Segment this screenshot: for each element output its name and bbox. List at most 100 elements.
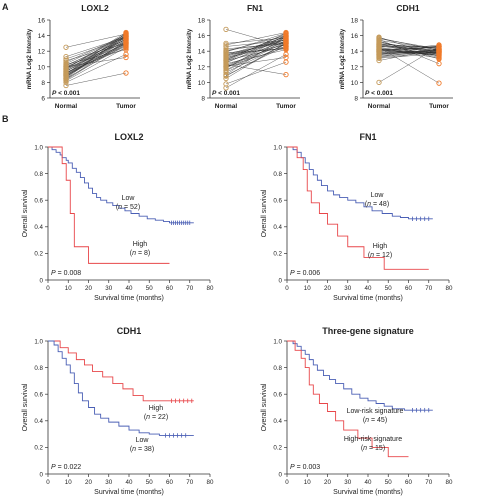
x-category-tumor: Tumor <box>276 103 296 110</box>
point-normal <box>223 47 229 54</box>
y-axis-label: mRNA Log2 Intensity <box>27 28 33 89</box>
pair-line <box>65 43 127 61</box>
x-tick-label: 80 <box>207 479 214 486</box>
y-axis-label: Overall survival <box>261 383 268 431</box>
y-axis-label: mRNA Log2 Intensity <box>340 28 346 89</box>
y-tick-label: 10 <box>198 80 206 87</box>
x-tick-label: 20 <box>85 285 92 292</box>
pair-line <box>65 42 127 81</box>
point-tumor <box>123 32 129 38</box>
pair-line <box>225 64 287 75</box>
p-value: P < 0.001 <box>365 90 393 97</box>
p-value: P < 0.001 <box>52 90 80 97</box>
series-n-label: (n = 38) <box>130 446 154 453</box>
point-normal <box>223 42 229 48</box>
pair-line <box>65 32 127 70</box>
point-tumor <box>436 80 442 86</box>
x-tick-label: 10 <box>65 285 72 292</box>
point-tumor <box>123 41 129 47</box>
point-normal <box>376 38 382 44</box>
y-tick-label: 12 <box>198 64 206 71</box>
pair-line <box>225 42 287 54</box>
x-tick-label: 40 <box>365 285 372 292</box>
y-tick-label: 14 <box>38 33 46 40</box>
dot-plot-title: LOXL2 <box>81 3 109 13</box>
x-tick-label: 0 <box>46 285 50 292</box>
x-tick-label: 50 <box>385 285 392 292</box>
y-tick-label: 1.0 <box>273 338 282 345</box>
point-normal <box>376 49 382 55</box>
y-tick-label: 0.2 <box>34 251 43 258</box>
y-axis-label: Overall survival <box>261 189 268 237</box>
x-tick-label: 80 <box>446 479 453 486</box>
pair-line <box>225 32 287 46</box>
km-plot-title: CDH1 <box>117 326 142 336</box>
pair-line <box>65 33 127 75</box>
p-value: P < 0.001 <box>212 90 240 97</box>
pair-line <box>378 40 440 50</box>
x-tick-label: 10 <box>304 285 311 292</box>
pair-line <box>65 45 127 71</box>
y-axis-label: mRNA Log2 Intensity <box>187 28 193 89</box>
series-label: Low <box>371 192 385 199</box>
x-tick-label: 30 <box>344 285 351 292</box>
point-tumor <box>283 32 289 39</box>
point-normal <box>63 64 69 70</box>
y-tick-label: 0.4 <box>34 224 43 231</box>
point-normal <box>223 57 229 64</box>
pair-line <box>225 38 287 57</box>
x-tick-label: 0 <box>285 479 289 486</box>
x-category-tumor: Tumor <box>429 103 449 110</box>
pair-line <box>225 47 287 68</box>
pair-line <box>378 46 440 50</box>
p-value: P = 0.022 <box>51 464 81 471</box>
series-n-label: (n = 48) <box>365 201 389 208</box>
x-category-normal: Normal <box>215 103 238 110</box>
point-normal <box>63 44 69 50</box>
point-normal <box>223 75 229 82</box>
x-tick-label: 20 <box>324 479 331 486</box>
y-tick-label: 1.0 <box>273 144 282 151</box>
panel-label-b: B <box>2 114 9 124</box>
y-tick-label: 8 <box>354 96 358 103</box>
pair-line <box>378 36 440 57</box>
x-tick-label: 20 <box>324 285 331 292</box>
point-normal <box>63 79 69 86</box>
x-tick-label: 80 <box>446 285 453 292</box>
point-normal <box>376 36 382 43</box>
pair-line <box>65 43 127 69</box>
y-tick-label: 8 <box>41 80 45 87</box>
km-plot-three-gene-signature: Three-gene signature 0 0.2 0.4 0.6 0.8 1.0 0 10 2… <box>261 326 453 496</box>
series-label: Low-risk signature <box>347 408 404 415</box>
pair-line <box>378 37 440 51</box>
series-n-label: (n = 12) <box>368 252 392 259</box>
x-tick-label: 20 <box>85 479 92 486</box>
series-label: High-risk signature <box>344 436 402 443</box>
x-tick-label: 0 <box>46 479 50 486</box>
point-tumor <box>123 30 129 36</box>
x-tick-label: 70 <box>186 479 193 486</box>
y-axis-label: Overall survival <box>22 189 29 237</box>
x-tick-label: 50 <box>146 285 153 292</box>
point-normal <box>223 72 229 79</box>
x-tick-label: 70 <box>186 285 193 292</box>
point-tumor <box>283 51 289 57</box>
pair-line <box>225 41 287 51</box>
x-tick-label: 60 <box>405 479 412 486</box>
series-n-label: (n = 15) <box>361 445 385 452</box>
x-axis-label: Survival time (months) <box>333 489 403 496</box>
panel-label-a: A <box>2 2 9 12</box>
pair-line <box>225 36 287 75</box>
pair-line <box>225 49 287 64</box>
survival-curve-low <box>48 340 194 436</box>
x-tick-label: 50 <box>146 479 153 486</box>
series-label: High <box>133 241 148 248</box>
survival-curve-high <box>48 146 170 264</box>
y-axis-label: Overall survival <box>22 383 29 431</box>
point-normal <box>223 64 229 70</box>
point-tumor <box>283 36 289 42</box>
point-normal <box>63 56 69 62</box>
point-normal <box>223 85 229 91</box>
y-tick-label: 14 <box>351 49 359 56</box>
